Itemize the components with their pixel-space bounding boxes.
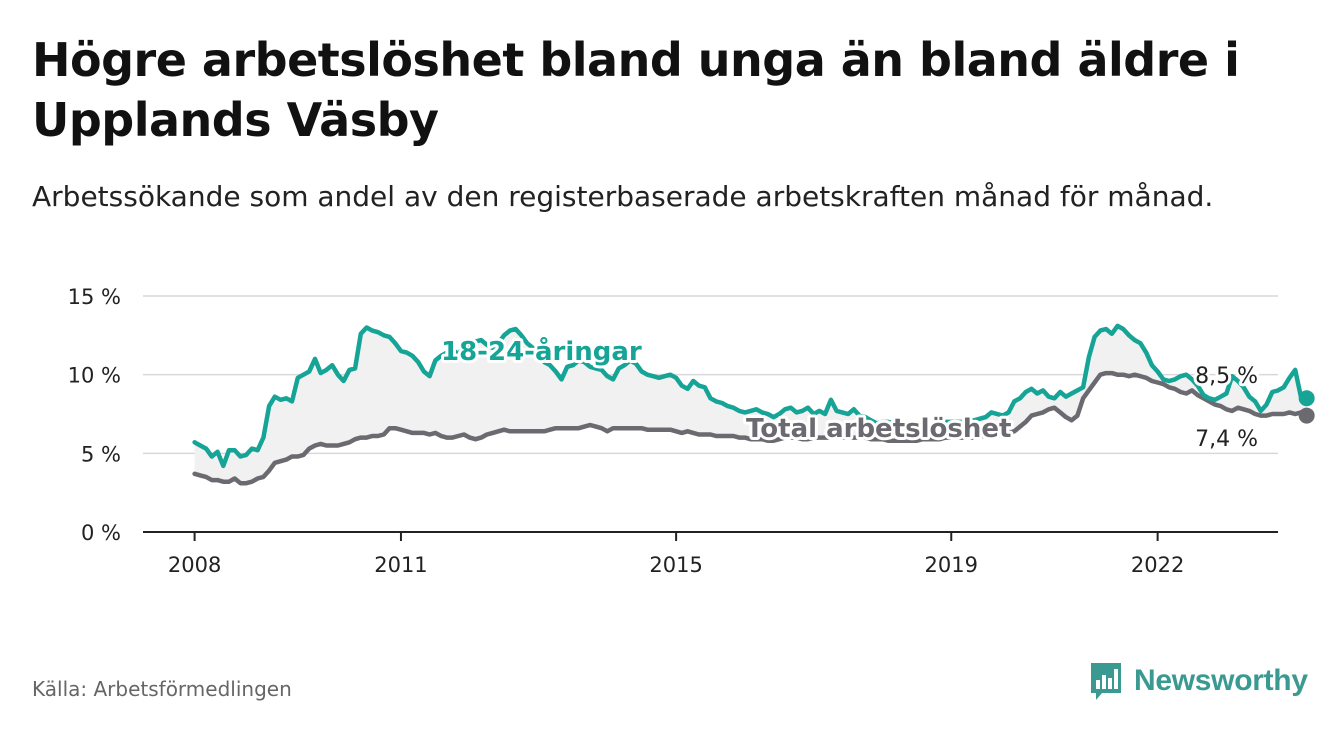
youth-end-marker [1298,390,1315,407]
x-tick-label: 2008 [168,553,221,577]
gridlines: 0 % 5 % 10 % 15 % [68,285,1278,545]
youth-end-value-label: 8,5 % [1195,364,1258,389]
chart-subtitle: Arbetssökande som andel av den registerb… [32,180,1214,213]
series-lines [192,323,1315,486]
source-note: Källa: Arbetsförmedlingen [32,677,292,701]
x-axis: 2008 2011 2015 2019 2022 [143,531,1278,577]
x-tick-label: 2022 [1131,553,1184,577]
total-series-label: Total arbetslöshet [746,414,1011,444]
chart-title: Högre arbetslöshet bland unga än bland ä… [32,33,1240,147]
y-tick-label: 0 % [81,521,121,545]
youth-series-label: 18-24-åringar [441,335,642,367]
youth-series-line [192,323,1309,469]
x-tick-label: 2015 [649,553,702,577]
newsworthy-logo-icon [1091,663,1121,700]
brand-logo: Newsworthy [1088,660,1308,702]
series-labels: 18-24-åringar Total arbetslöshet 8,5 % 7,4 … [438,332,1261,455]
x-tick-label: 2011 [374,553,427,577]
x-tick-label: 2019 [925,553,978,577]
brand-name: Newsworthy [1134,664,1308,697]
total-end-value-label: 7,4 % [1195,427,1258,452]
total-series-line [192,370,1309,486]
y-tick-label: 15 % [68,285,121,309]
total-end-marker [1298,407,1315,424]
y-tick-label: 10 % [68,364,121,388]
difference-area [194,325,1307,484]
y-tick-label: 5 % [81,442,121,466]
